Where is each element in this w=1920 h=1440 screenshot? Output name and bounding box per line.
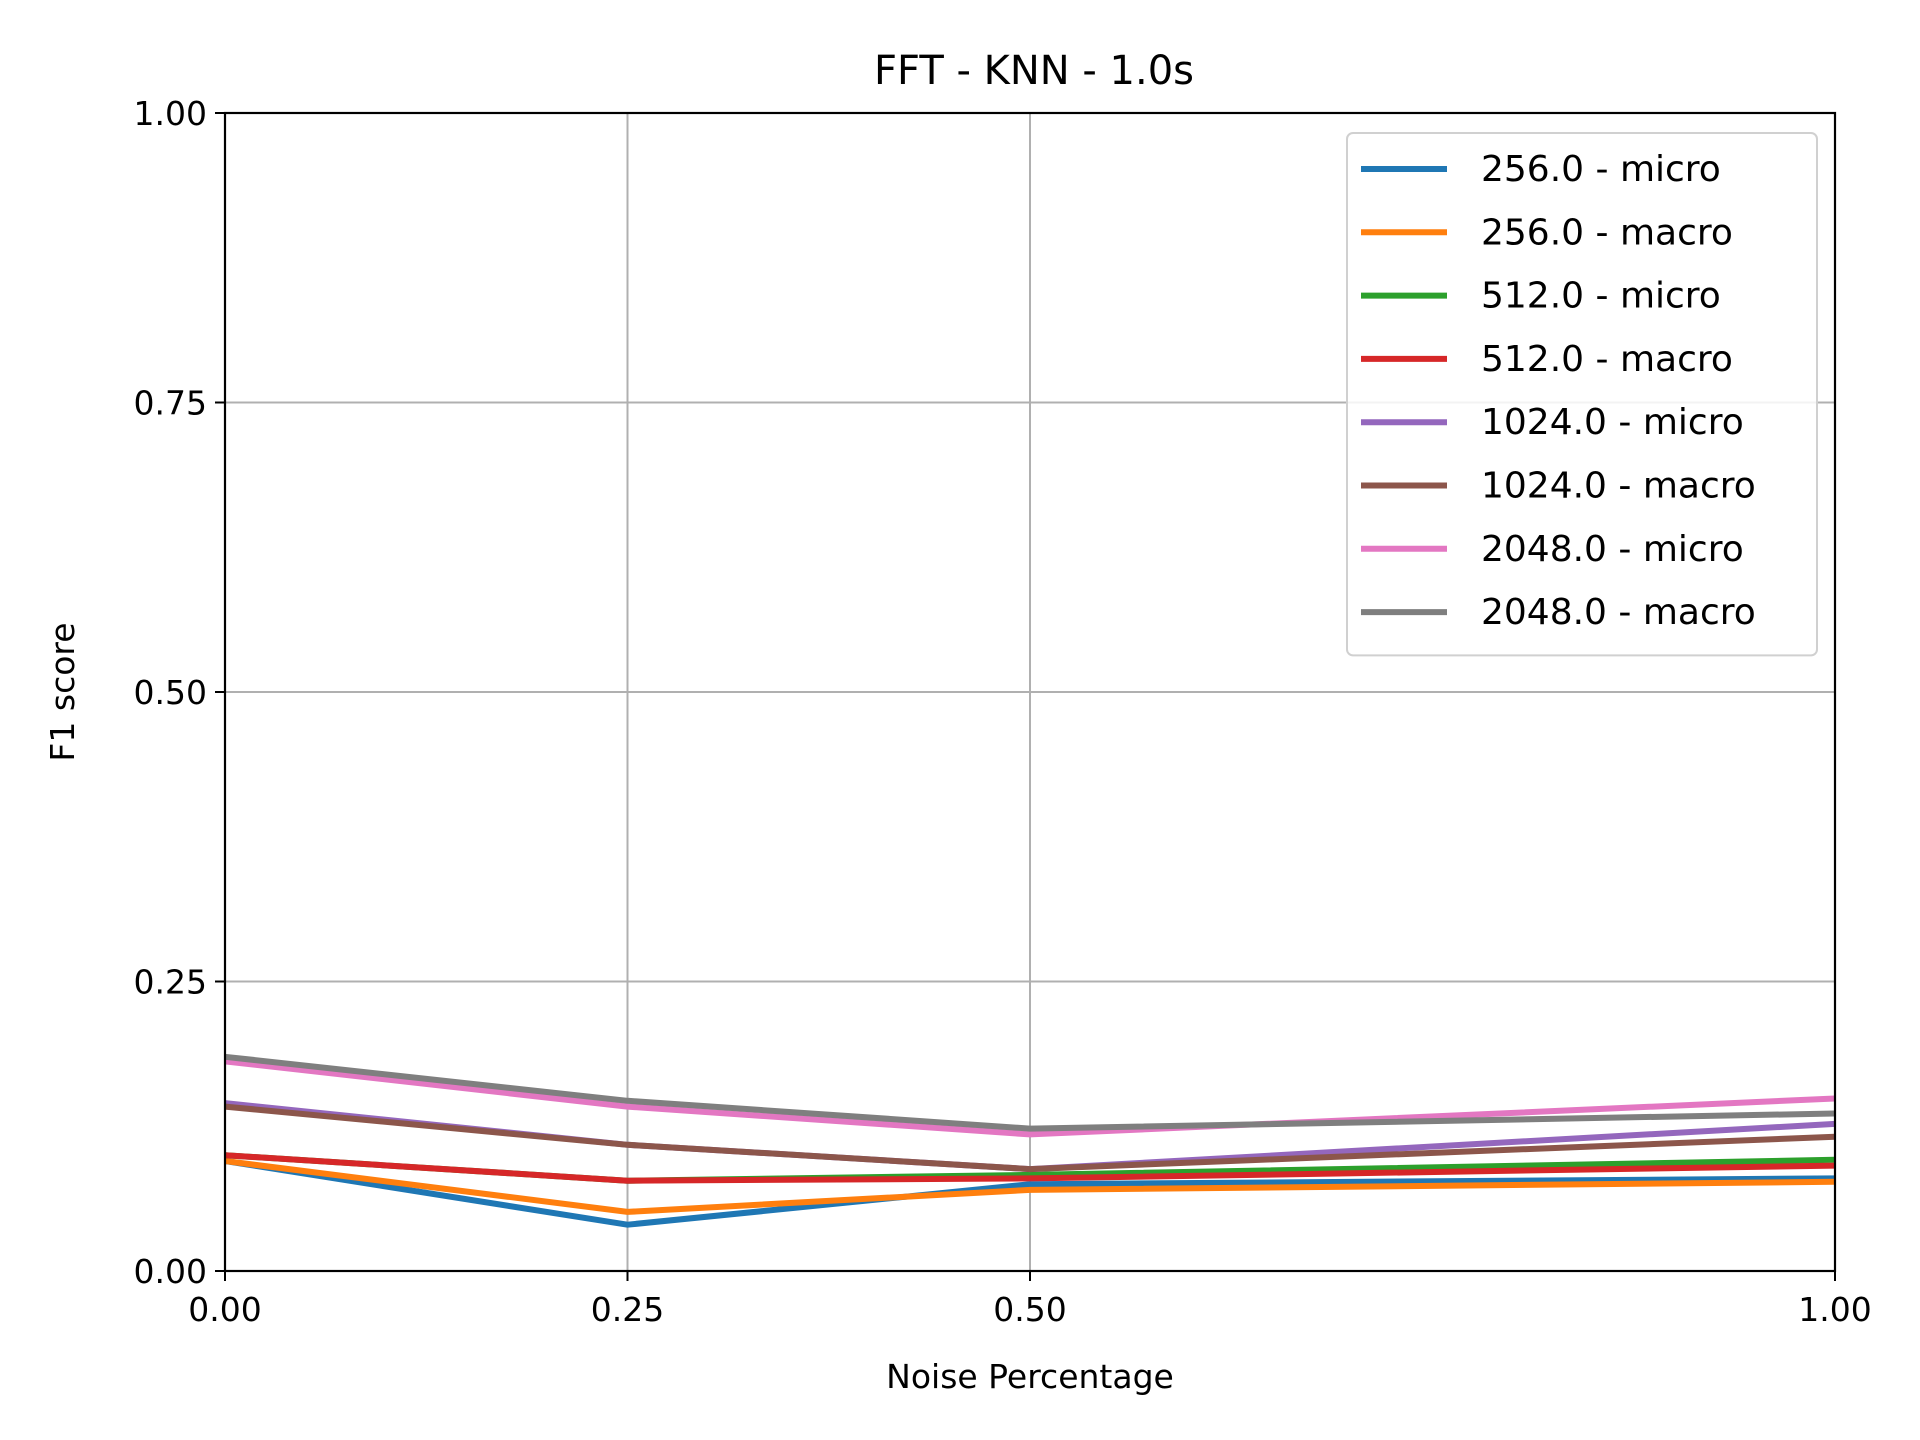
x-tick-label: 1.00 [1798,1290,1871,1329]
series-line-3 [224,1152,1836,1184]
legend-label: 1024.0 - micro [1481,402,1744,443]
x-tick-label: 0.50 [993,1290,1066,1329]
legend-label: 512.0 - macro [1481,339,1733,380]
x-axis-label: Noise Percentage [886,1357,1174,1396]
chart-title: FFT - KNN - 1.0s [874,48,1194,94]
legend-label: 1024.0 - macro [1481,466,1756,507]
series-line-7 [224,1053,1836,1132]
y-tick-label: 0.50 [134,673,207,712]
legend-box [1346,132,1818,657]
legend-label: 2048.0 - macro [1481,592,1756,633]
x-tick-label: 0.25 [591,1290,664,1329]
legend: 256.0 - micro 256.0 - macro 512.0 - micro 5… [1346,132,1818,657]
series-line-6 [224,1058,1836,1138]
y-axis-label: F1 score [43,622,82,761]
y-tick-label: 0.00 [134,1252,207,1291]
legend-label: 2048.0 - micro [1481,529,1744,570]
series-line-5 [224,1103,1836,1173]
series-line-1 [224,1158,1836,1215]
series-lines [224,1053,1836,1228]
y-tick-label: 0.25 [134,963,207,1002]
x-tick-label: 0.00 [188,1290,261,1329]
legend-label: 512.0 - micro [1481,276,1721,317]
y-tick-label: 1.00 [134,94,207,133]
legend-label: 256.0 - micro [1481,149,1721,190]
axis-ticks: 0.00 0.25 0.50 1.00 0.00 0.25 0.50 0.75 1.00 [134,94,1872,1329]
series-line-0 [224,1158,1836,1228]
legend-label: 256.0 - macro [1481,212,1733,253]
y-tick-label: 0.75 [134,384,207,423]
